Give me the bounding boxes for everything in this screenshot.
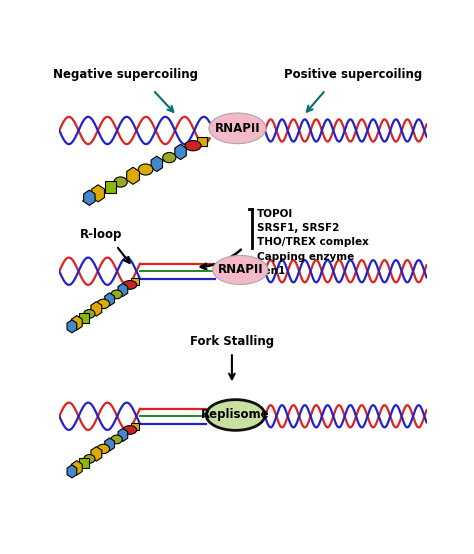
Polygon shape — [83, 190, 95, 206]
Polygon shape — [118, 283, 128, 296]
Ellipse shape — [114, 177, 127, 187]
Polygon shape — [91, 447, 102, 461]
Text: RNAPII: RNAPII — [215, 122, 260, 135]
Polygon shape — [72, 316, 82, 330]
Text: R-loop: R-loop — [80, 228, 123, 242]
Polygon shape — [175, 144, 186, 160]
Polygon shape — [92, 185, 104, 202]
Bar — [131, 278, 139, 285]
Text: Fork Stalling: Fork Stalling — [190, 335, 274, 348]
Polygon shape — [72, 460, 82, 475]
Text: Replisome: Replisome — [201, 408, 270, 422]
Ellipse shape — [213, 255, 268, 284]
Bar — [197, 137, 207, 146]
Polygon shape — [151, 156, 163, 172]
Polygon shape — [127, 167, 139, 184]
Ellipse shape — [84, 454, 95, 463]
Ellipse shape — [206, 399, 265, 430]
Polygon shape — [91, 301, 102, 316]
Text: TOPOI
SRSF1, SRSF2
THO/TREX complex
Capping enzyme
Sen1: TOPOI SRSF1, SRSF2 THO/TREX complex Capp… — [256, 208, 368, 276]
Ellipse shape — [97, 299, 109, 309]
Polygon shape — [105, 438, 115, 451]
Ellipse shape — [185, 141, 201, 151]
Polygon shape — [67, 320, 77, 333]
Bar — [131, 423, 139, 430]
Ellipse shape — [163, 152, 176, 163]
Ellipse shape — [209, 113, 266, 143]
Ellipse shape — [84, 310, 95, 318]
Polygon shape — [67, 465, 77, 478]
Bar — [105, 181, 117, 193]
Bar — [79, 458, 89, 468]
Ellipse shape — [138, 164, 153, 175]
Polygon shape — [118, 428, 128, 442]
Ellipse shape — [123, 425, 137, 434]
Text: RNAPII: RNAPII — [218, 264, 263, 276]
Bar — [79, 313, 89, 323]
Ellipse shape — [111, 290, 122, 299]
Text: Negative supercoiling: Negative supercoiling — [53, 68, 198, 81]
Ellipse shape — [111, 435, 122, 444]
Ellipse shape — [123, 280, 137, 289]
Ellipse shape — [97, 444, 109, 454]
Text: Positive supercoiling: Positive supercoiling — [284, 68, 422, 81]
Polygon shape — [105, 293, 115, 306]
